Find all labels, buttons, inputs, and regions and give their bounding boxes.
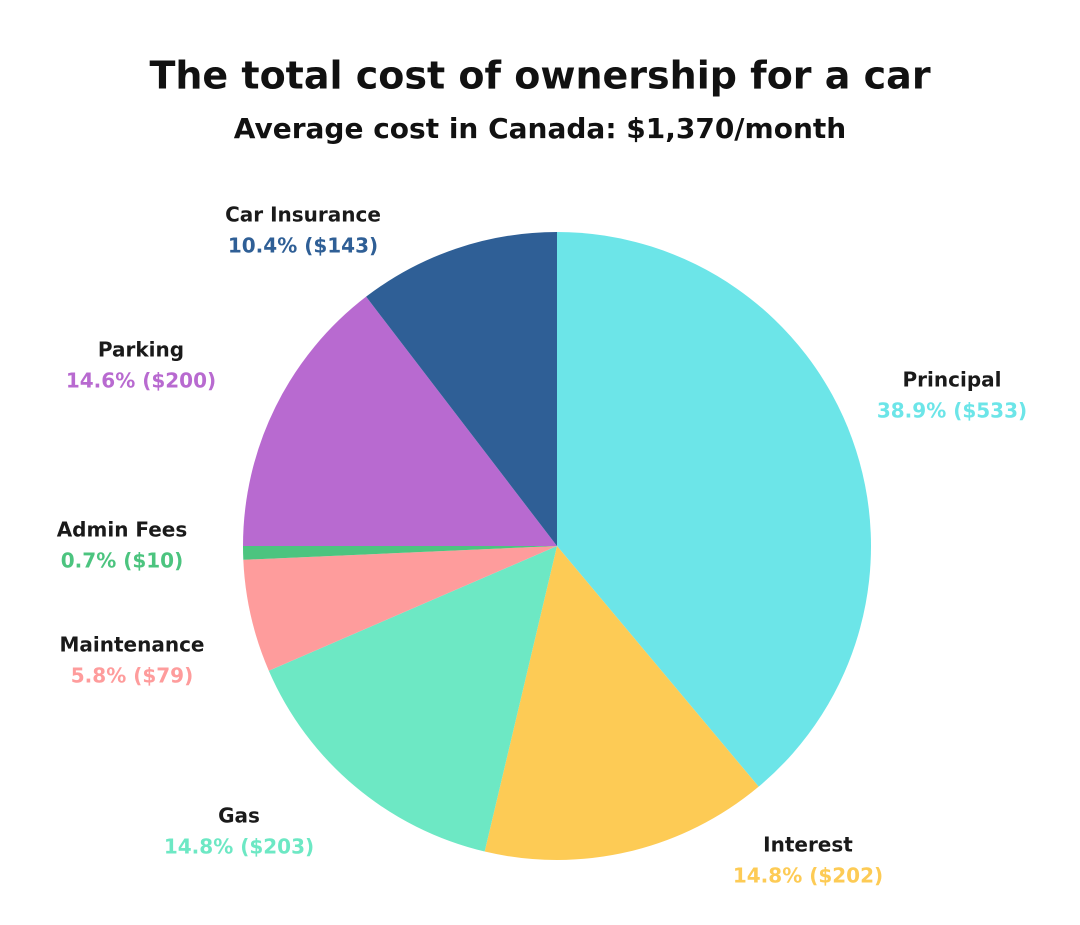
slice-value-label: 5.8% ($79) <box>71 664 193 688</box>
slice-label: Interest <box>763 833 853 857</box>
slice-label: Car Insurance <box>225 203 381 227</box>
slice-value-label: 10.4% ($143) <box>228 234 378 258</box>
pie-slice <box>484 546 759 860</box>
pie-slice <box>268 546 557 852</box>
chart-title: The total cost of ownership for a car <box>149 54 930 98</box>
chart-subtitle: Average cost in Canada: $1,370/month <box>234 112 846 145</box>
slice-value-label: 14.8% ($202) <box>733 864 883 888</box>
pie-slice <box>557 232 872 787</box>
slice-value-label: 38.9% ($533) <box>877 399 1027 423</box>
pie-slice <box>243 546 557 560</box>
pie-slice <box>366 232 557 546</box>
slice-value-label: 0.7% ($10) <box>61 549 183 573</box>
slice-label: Admin Fees <box>57 518 188 542</box>
slice-value-label: 14.6% ($200) <box>66 369 216 393</box>
slice-label: Gas <box>218 804 260 828</box>
slice-label: Principal <box>903 368 1002 392</box>
slice-label: Maintenance <box>59 633 204 657</box>
slice-value-label: 14.8% ($203) <box>164 835 314 859</box>
pie-slice <box>243 296 557 546</box>
pie-slice <box>243 546 558 671</box>
slice-label: Parking <box>98 338 184 362</box>
